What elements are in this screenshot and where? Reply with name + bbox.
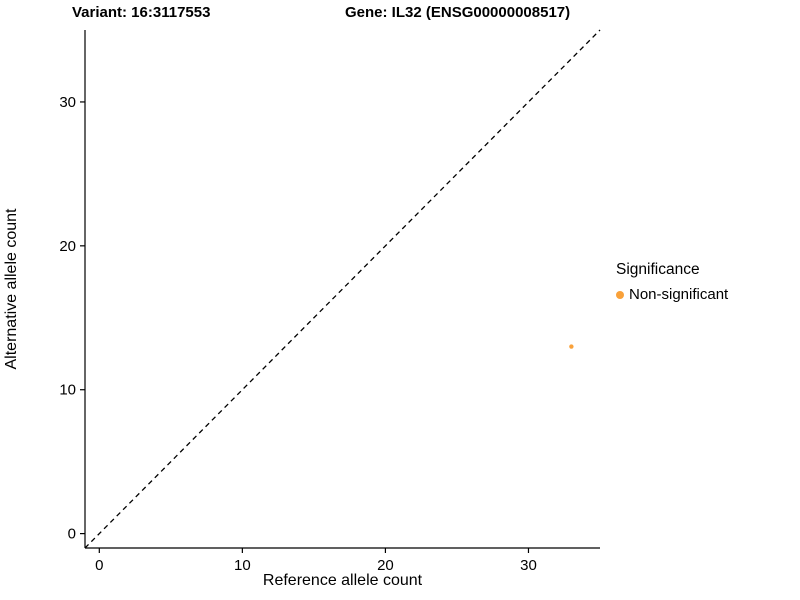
- legend-point-icon: [616, 290, 624, 299]
- y-tick-label: 0: [68, 526, 76, 543]
- y-tick-label: 30: [59, 94, 76, 111]
- x-tick-label: 0: [95, 557, 103, 574]
- legend-title: Significance: [616, 261, 700, 278]
- data-point: [569, 344, 574, 349]
- plot-title-gene: Gene: IL32 (ENSG00000008517): [345, 4, 571, 21]
- identity-line: [84, 29, 601, 549]
- legend: Significance Non-significant: [616, 261, 728, 303]
- plot-title-variant: Variant: 16:3117553: [72, 4, 211, 21]
- y-axis-label: Alternative allele count: [3, 208, 20, 370]
- legend-entry: Non-significant: [616, 286, 728, 303]
- legend-entry-label: Non-significant: [629, 286, 729, 303]
- x-tick-label: 20: [377, 557, 394, 574]
- y-tick-label: 20: [59, 238, 76, 255]
- x-tick-label: 30: [520, 557, 537, 574]
- x-tick-label: 10: [234, 557, 251, 574]
- y-tick-label: 10: [59, 382, 76, 399]
- x-axis-label: Reference allele count: [262, 572, 423, 589]
